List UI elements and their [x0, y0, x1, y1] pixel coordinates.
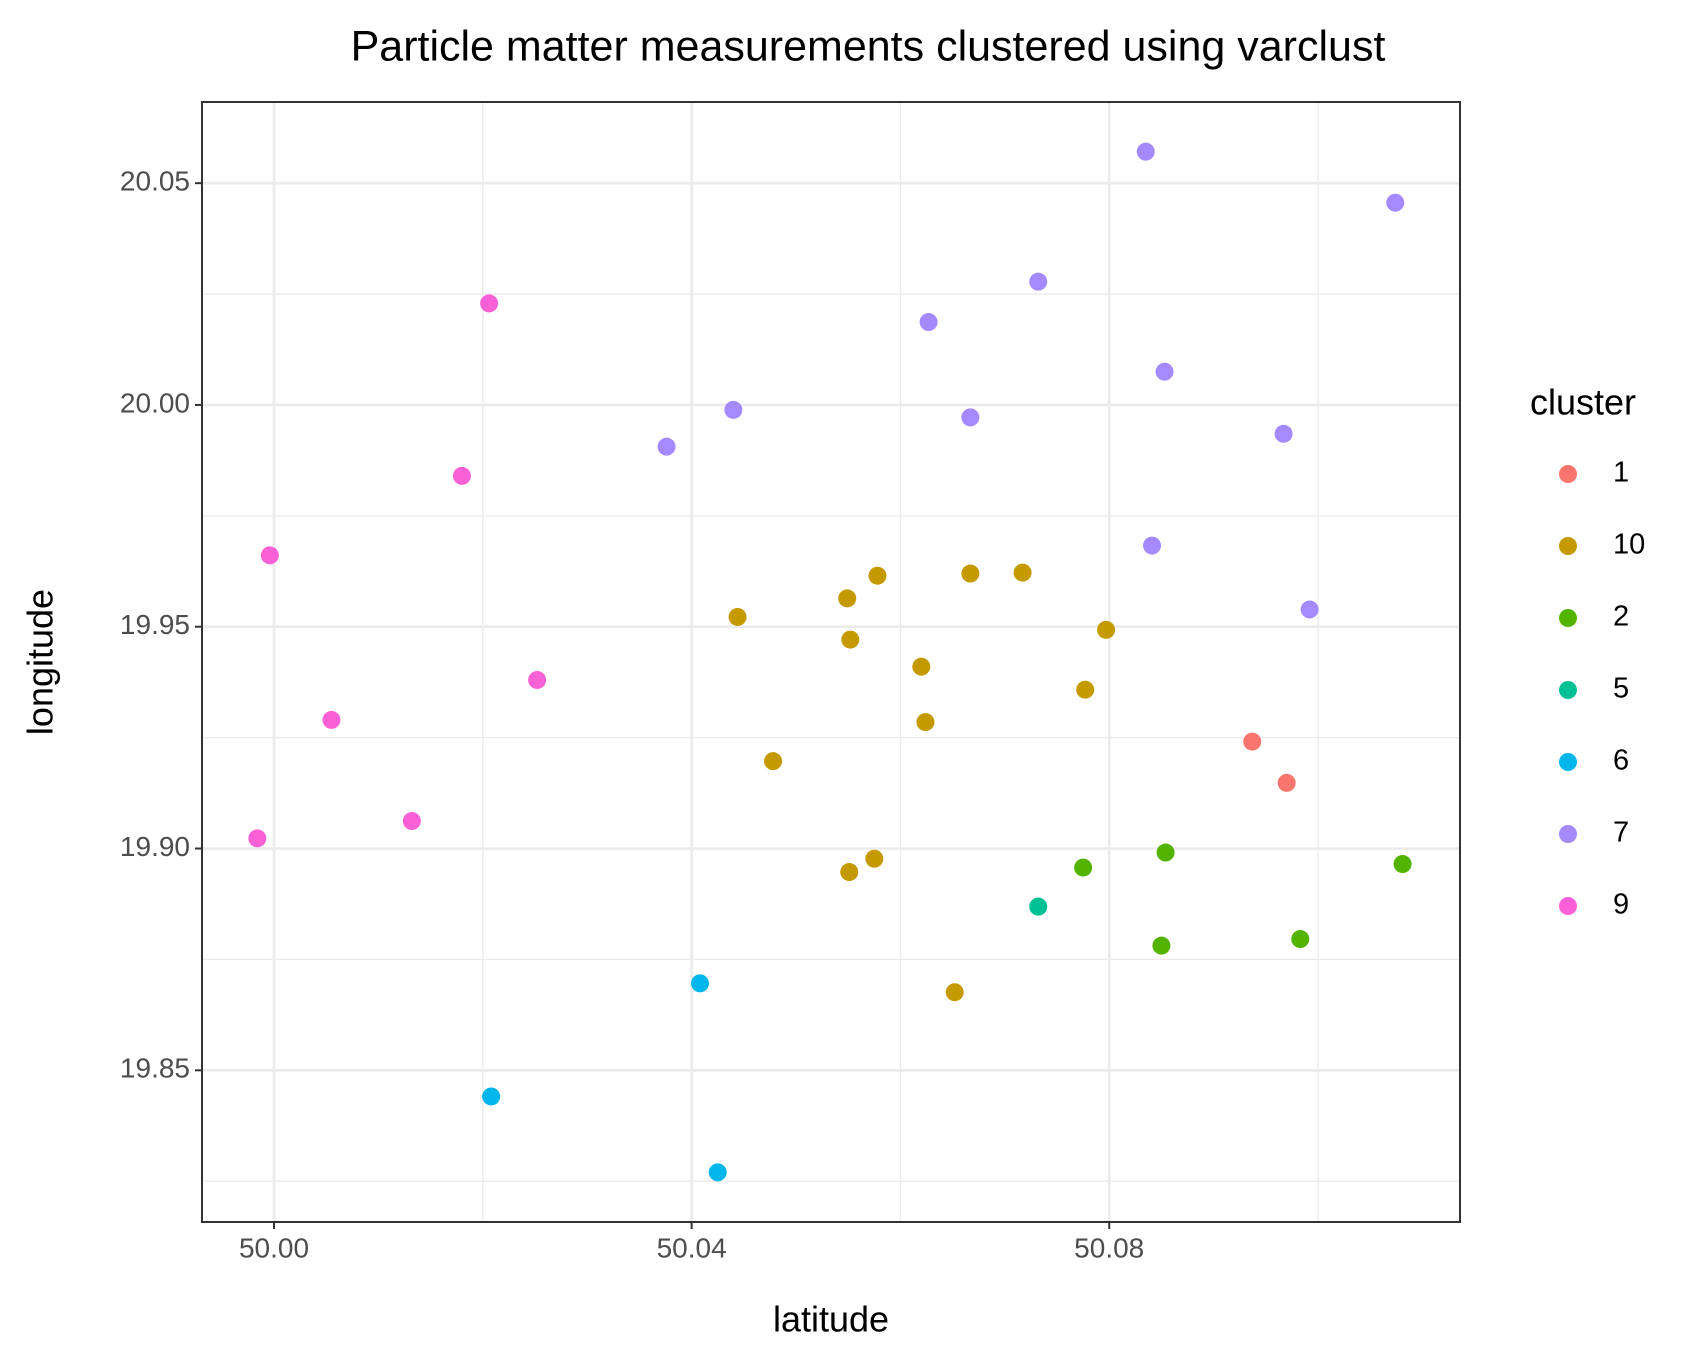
legend-label: 1: [1613, 457, 1629, 489]
legend-label: 2: [1613, 601, 1629, 633]
point: [1386, 193, 1405, 212]
legend-swatch: [1559, 897, 1577, 915]
point: [1013, 563, 1032, 582]
point: [868, 566, 887, 585]
point: [322, 710, 341, 729]
point: [1076, 680, 1095, 699]
point: [1156, 843, 1175, 862]
point: [1291, 930, 1310, 949]
legend-label: 6: [1613, 745, 1629, 777]
point: [1097, 620, 1116, 639]
point: [724, 400, 743, 419]
point: [840, 863, 859, 882]
point: [690, 974, 709, 993]
point: [248, 829, 267, 848]
point: [657, 437, 676, 456]
point: [482, 1087, 501, 1106]
point: [1277, 773, 1296, 792]
legend-label: 10: [1613, 529, 1645, 561]
plot-border: [201, 101, 1461, 1223]
legend-label: 9: [1613, 889, 1629, 921]
legend-swatch: [1559, 537, 1577, 555]
legend-swatch: [1559, 825, 1577, 843]
legend-label: 5: [1613, 673, 1629, 705]
x-axis-title: latitude: [773, 1299, 889, 1340]
legend-title: cluster: [1530, 382, 1636, 423]
x-tick-label: 50.00: [239, 1232, 309, 1263]
point: [1074, 858, 1093, 877]
y-tick-label: 19.95: [120, 609, 190, 640]
point: [1274, 424, 1293, 443]
point: [1136, 142, 1155, 161]
y-tick-label: 20.05: [120, 166, 190, 197]
legend-swatch: [1559, 609, 1577, 627]
point: [260, 546, 279, 565]
point: [528, 670, 547, 689]
point: [919, 313, 938, 332]
y-tick-label: 20.00: [120, 387, 190, 418]
legend-label: 7: [1613, 817, 1629, 849]
point: [841, 630, 860, 649]
point: [480, 294, 499, 313]
legend-swatch: [1559, 753, 1577, 771]
point: [1029, 897, 1048, 916]
point: [1300, 600, 1319, 619]
point: [1152, 936, 1171, 955]
point: [402, 812, 421, 831]
point: [865, 849, 884, 868]
point: [1393, 855, 1412, 874]
x-tick-label: 50.08: [1074, 1232, 1144, 1263]
point: [945, 983, 964, 1002]
point: [916, 713, 935, 732]
point: [912, 657, 931, 676]
point: [708, 1163, 727, 1182]
point: [838, 589, 857, 608]
point: [728, 607, 747, 626]
point: [1155, 362, 1174, 381]
legend-swatch: [1559, 681, 1577, 699]
point: [452, 466, 471, 485]
point: [764, 752, 783, 771]
chart-title: Particle matter measurements clustered u…: [351, 22, 1386, 70]
legend-swatch: [1559, 465, 1577, 483]
y-axis-title: longitude: [20, 589, 61, 735]
y-tick-label: 19.85: [120, 1053, 190, 1084]
x-tick-label: 50.04: [657, 1232, 727, 1263]
point: [961, 408, 980, 427]
point: [1143, 536, 1162, 555]
point: [1243, 732, 1262, 751]
point: [961, 564, 980, 583]
point: [1029, 272, 1048, 291]
y-tick-label: 19.90: [120, 831, 190, 862]
